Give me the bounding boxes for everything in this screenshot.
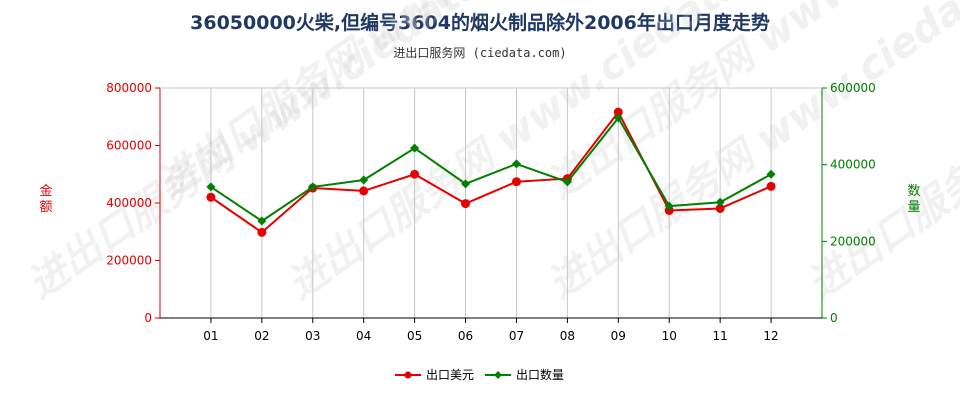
y-right-axis-title: 数量 (907, 184, 920, 215)
series-line-2 (210, 116, 772, 223)
series-point-1 (766, 181, 776, 191)
x-tick-label: 05 (407, 329, 422, 343)
x-tick-label: 10 (662, 329, 677, 343)
series-point-2 (410, 143, 420, 153)
series-point-1 (257, 227, 267, 237)
x-tick-label: 02 (254, 329, 269, 343)
grid-lines (210, 88, 772, 318)
y-left-tick-label: 800000 (106, 81, 152, 95)
series-point-1 (206, 192, 216, 202)
y-right-tick-label: 200000 (830, 234, 876, 248)
y-right-tick-label: 400000 (830, 158, 876, 172)
legend-label-1: 出口美元 (426, 368, 474, 382)
series-point-2 (562, 177, 572, 187)
x-tick-label: 06 (458, 329, 473, 343)
series-point-1 (410, 169, 420, 179)
chart-subtitle: 进出口服务网 (ciedata.com) (393, 46, 567, 60)
y-left-tick-label: 400000 (106, 196, 152, 210)
x-tick-label: 12 (763, 329, 778, 343)
series-point-2 (308, 182, 318, 192)
legend: 出口美元 出口数量 (395, 367, 564, 382)
series-line-1 (210, 110, 772, 234)
y-right-tick-label: 0 (830, 311, 838, 325)
x-tick-label: 07 (509, 329, 524, 343)
legend-marker-2 (494, 371, 502, 379)
series-point-2 (613, 113, 623, 123)
y-left-tick-label: 200000 (106, 254, 152, 268)
y-left-axis-title: 金额 (39, 183, 52, 215)
series-point-2 (257, 216, 267, 226)
x-tick-label: 11 (713, 329, 728, 343)
series-layer (206, 107, 776, 237)
series-point-2 (206, 182, 216, 192)
y-left-tick-label: 600000 (106, 139, 152, 153)
legend-marker-1 (404, 371, 412, 379)
legend-label-2: 出口数量 (516, 367, 564, 382)
x-tick-label: 01 (203, 329, 218, 343)
series-point-2 (359, 175, 369, 185)
y-right-tick-label: 600000 (830, 81, 876, 95)
chart-title: 36050000火柴,但编号3604的烟火制品除外2006年出口月度走势 (190, 12, 770, 34)
series-point-2 (715, 197, 725, 207)
series-point-2 (664, 201, 674, 211)
x-tick-label: 03 (305, 329, 320, 343)
y-left-tick-label: 0 (144, 311, 152, 325)
series-point-2 (461, 179, 471, 189)
x-tick-label: 04 (356, 329, 371, 343)
series-point-1 (511, 177, 521, 187)
axes: 0 200000 400000 600000 800000 0 200000 400000 60… (39, 81, 920, 343)
x-tick-label: 09 (611, 329, 626, 343)
series-point-1 (359, 186, 369, 196)
x-tick-label: 08 (560, 329, 575, 343)
series-point-1 (613, 107, 623, 117)
series-point-1 (461, 199, 471, 209)
series-point-1 (715, 203, 725, 213)
series-point-2 (766, 169, 776, 179)
series-point-2 (511, 159, 521, 169)
